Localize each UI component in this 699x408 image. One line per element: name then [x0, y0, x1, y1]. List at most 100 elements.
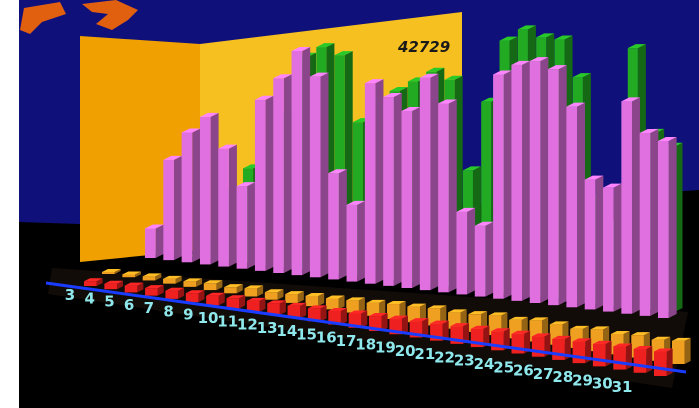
- x-tick-label-4: 4: [84, 289, 94, 307]
- bar-orange-11: [264, 289, 284, 300]
- x-tick-label-21: 21: [414, 345, 435, 363]
- bar-red-8: [185, 290, 205, 303]
- bar-pink-3: [145, 224, 164, 258]
- x-tick-label-8: 8: [163, 302, 173, 320]
- bar-red-3: [84, 278, 103, 286]
- bar-orange-10: [244, 285, 264, 297]
- x-tick-label-20: 20: [395, 342, 416, 360]
- x-tick-label-30: 30: [592, 375, 613, 393]
- bar-red-15: [328, 307, 347, 325]
- bar-pink-17: [401, 107, 421, 288]
- front-bars: [84, 268, 691, 376]
- bar-pink-12: [309, 72, 329, 278]
- bar-orange-8: [203, 280, 223, 291]
- bar-pink-21: [474, 221, 494, 297]
- x-tick-label-5: 5: [104, 293, 114, 311]
- bar-pink-22: [493, 70, 512, 299]
- bar-orange-31: [672, 337, 691, 364]
- x-tick-label-10: 10: [198, 309, 219, 327]
- x-tick-label-24: 24: [474, 355, 495, 373]
- bar-pink-7: [218, 144, 237, 267]
- bar-orange-14: [325, 295, 345, 310]
- bar-red-10: [226, 295, 246, 309]
- x-tick-label-9: 9: [183, 306, 193, 324]
- peak-value-label: 42729: [397, 38, 450, 56]
- x-tick-label-28: 28: [552, 368, 573, 386]
- bar-pink-16: [383, 93, 402, 286]
- bar-pink-5: [181, 128, 201, 263]
- x-tick-label-27: 27: [533, 365, 554, 383]
- x-tick-label-16: 16: [316, 329, 337, 347]
- x-tick-label-31: 31: [612, 378, 633, 396]
- bar-orange-5: [142, 273, 162, 281]
- x-tick-label-3: 3: [65, 286, 75, 304]
- bar-orange-16: [366, 299, 386, 316]
- bar-red-16: [348, 310, 368, 328]
- bar-orange-6: [163, 275, 182, 284]
- x-tick-label-25: 25: [493, 358, 514, 376]
- bar-red-7: [165, 287, 185, 299]
- bar-red-19: [409, 318, 429, 338]
- back-bars: [145, 25, 683, 318]
- bar-orange-15: [346, 297, 365, 313]
- bar-orange-18: [407, 303, 426, 323]
- bar-pink-14: [346, 200, 366, 282]
- bar-red-11: [246, 297, 266, 312]
- bar-pink-9: [254, 95, 274, 271]
- bar-orange-7: [183, 278, 203, 287]
- bar-pink-31: [658, 137, 677, 318]
- bar-pink-30: [639, 128, 659, 316]
- bar-pink-29: [621, 97, 640, 314]
- bar-red-4: [104, 280, 123, 290]
- x-tick-label-7: 7: [144, 299, 154, 317]
- bar-pink-26: [566, 102, 586, 308]
- bar-pink-24: [529, 57, 549, 303]
- x-tick-label-12: 12: [237, 316, 258, 334]
- bar-pink-15: [364, 79, 384, 284]
- x-tick-label-29: 29: [572, 371, 593, 389]
- bar-pink-19: [438, 99, 457, 293]
- x-tick-label-17: 17: [336, 332, 357, 350]
- x-tick-label-15: 15: [296, 325, 317, 343]
- bar-pink-27: [584, 175, 604, 310]
- bar-red-29: [613, 343, 632, 370]
- x-tick-label-13: 13: [257, 319, 278, 337]
- bar-orange-9: [224, 284, 243, 294]
- bar-pink-25: [548, 65, 567, 306]
- x-tick-label-6: 6: [124, 296, 134, 314]
- bar-red-14: [307, 305, 327, 322]
- bar-pink-13: [328, 169, 347, 280]
- bar-orange-3: [102, 268, 121, 274]
- x-tick-label-22: 22: [434, 348, 455, 366]
- bar-orange-17: [387, 301, 406, 319]
- bar-pink-4: [163, 155, 182, 261]
- bar-red-9: [206, 292, 225, 306]
- bar-pink-23: [511, 60, 531, 301]
- x-tick-label-14: 14: [276, 322, 297, 340]
- bar-orange-13: [305, 292, 325, 307]
- x-tick-label-26: 26: [513, 362, 534, 380]
- bar-orange-12: [285, 291, 304, 303]
- bar-red-12: [267, 300, 286, 315]
- x-axis-line: [45, 281, 687, 374]
- bar-pink-20: [456, 207, 476, 295]
- bar-red-30: [633, 345, 653, 373]
- bar-pink-28: [603, 183, 622, 312]
- x-tick-label-11: 11: [217, 312, 238, 330]
- logo-mark: [20, 0, 138, 34]
- bar-pink-18: [419, 73, 439, 291]
- bar-red-5: [124, 282, 144, 293]
- bar-pink-6: [199, 112, 219, 265]
- bar-pink-10: [273, 74, 292, 273]
- bar-red-13: [287, 302, 307, 319]
- x-tick-label-23: 23: [454, 352, 475, 370]
- bar-pink-8: [236, 182, 256, 269]
- x-tick-label-19: 19: [375, 339, 396, 357]
- bar-red-31: [654, 348, 673, 376]
- bar-red-6: [145, 285, 164, 296]
- bar-orange-4: [122, 271, 141, 278]
- x-tick-label-18: 18: [355, 335, 376, 353]
- bar-orange-19: [427, 305, 447, 326]
